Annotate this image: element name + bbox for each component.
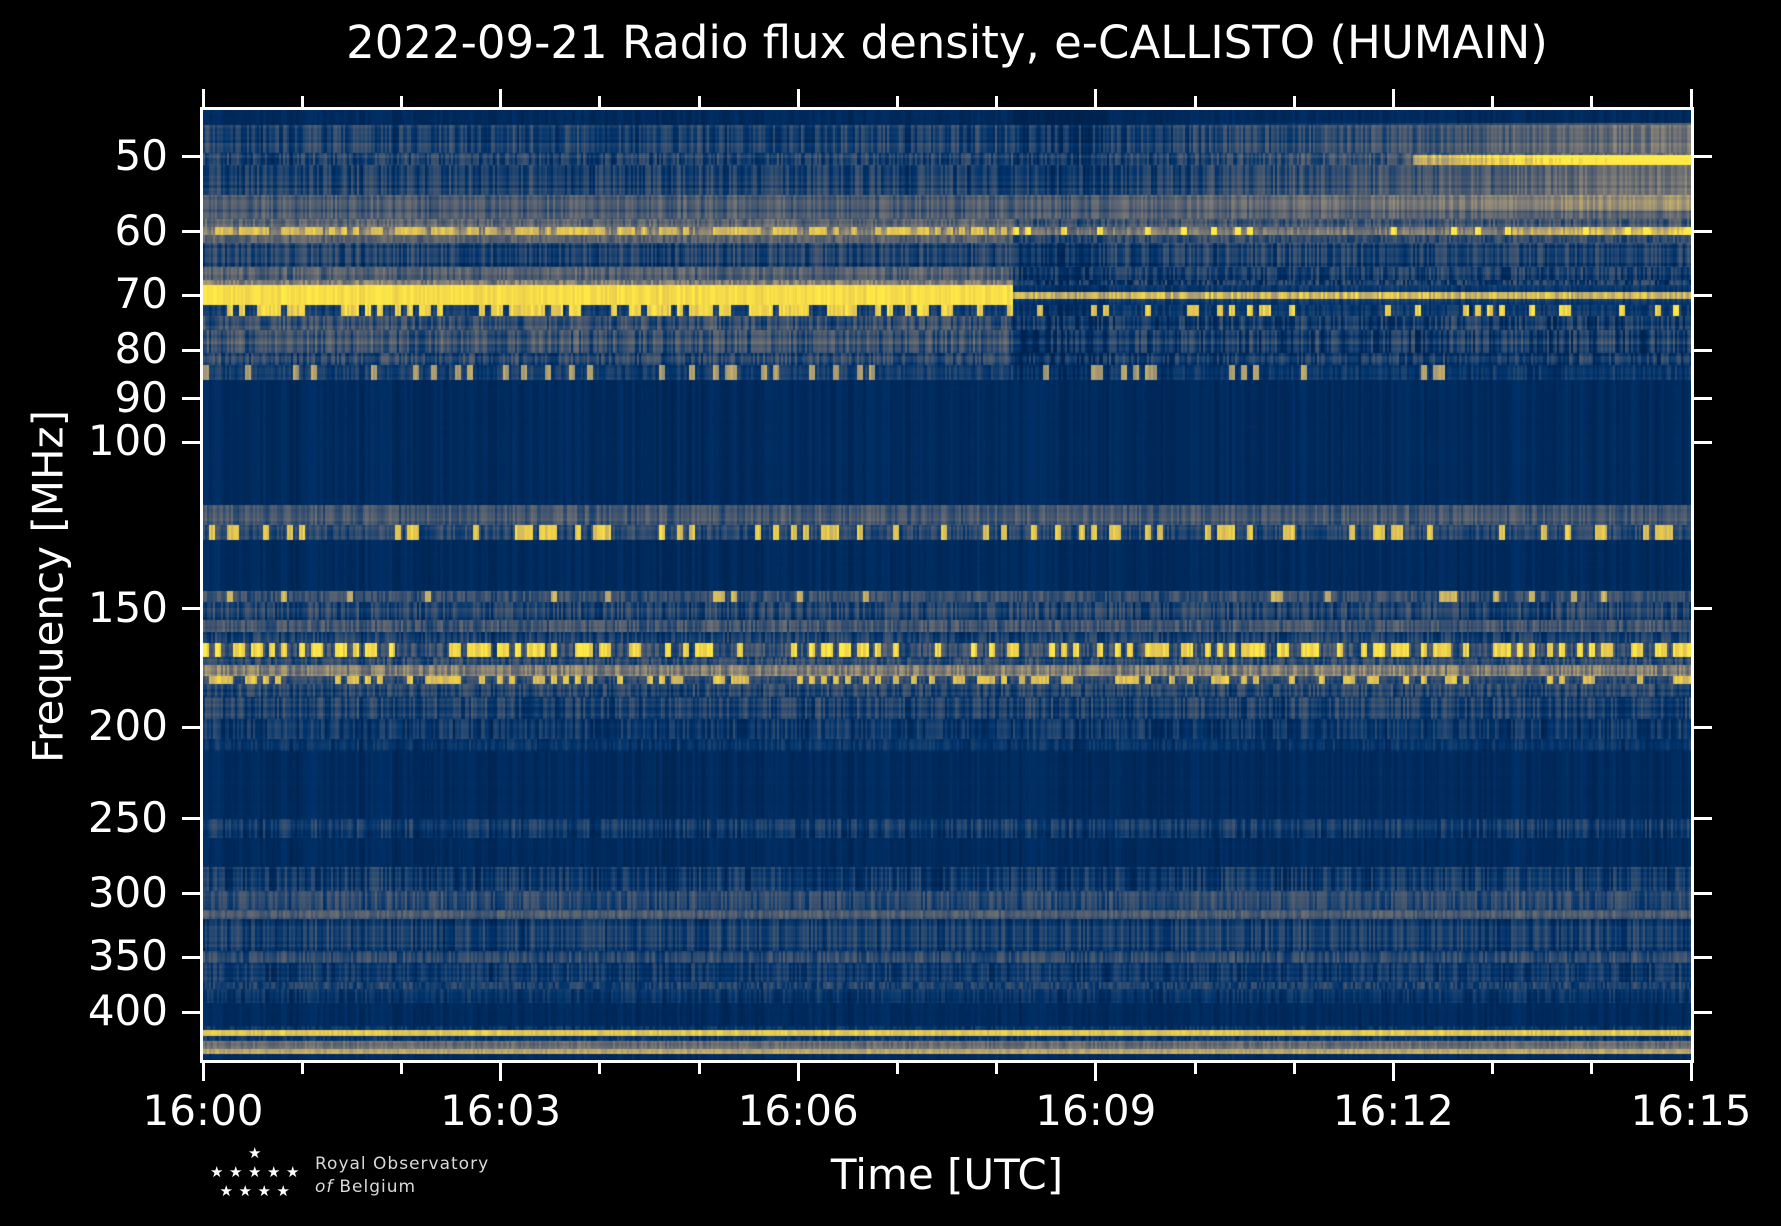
y-tick-mark: [182, 1010, 200, 1014]
x-tick-mark: [201, 1063, 205, 1081]
star-icon: ★: [238, 1182, 252, 1200]
x-axis-label: Time [UTC]: [830, 1150, 1064, 1199]
logo-line2-of: of: [315, 1177, 334, 1197]
y-tick-mark: [182, 155, 200, 159]
star-icon: ★: [257, 1182, 271, 1200]
y-tick-mark: [182, 348, 200, 352]
star-icon: ★: [210, 1163, 224, 1181]
x-tick-mark: [300, 1063, 304, 1074]
x-tick-label: 16:12: [1332, 1086, 1454, 1135]
y-tick-label: 90: [114, 372, 168, 422]
x-tick-label: 16:09: [1035, 1086, 1157, 1135]
x-tick-mark-top: [796, 89, 800, 107]
y-tick-label: 60: [114, 205, 168, 255]
x-tick-mark-top: [1689, 89, 1693, 107]
x-tick-mark: [1094, 1063, 1098, 1081]
x-tick-mark: [1491, 1063, 1495, 1074]
logo-line2-rest: Belgium: [339, 1177, 417, 1197]
y-tick-mark-right: [1694, 725, 1712, 729]
rob-logo: ★ ★ ★ ★ ★ ★ ★ ★ ★ ★ Royal Observatory of Belgium: [200, 1140, 620, 1220]
x-tick-label: 16:00: [142, 1086, 264, 1135]
star-icon: ★: [267, 1163, 281, 1181]
spectrogram-canvas: [203, 110, 1691, 1060]
star-icon: ★: [248, 1144, 262, 1162]
star-icon: ★: [276, 1182, 290, 1200]
y-tick-label: 100: [87, 416, 168, 465]
x-tick-mark: [995, 1063, 999, 1074]
x-tick-mark-top: [399, 96, 403, 107]
y-tick-mark-right: [1694, 817, 1712, 821]
y-tick-label: 400: [87, 986, 168, 1036]
star-icon: ★: [219, 1182, 233, 1200]
x-tick-mark-top: [499, 89, 503, 107]
y-tick-mark: [182, 397, 200, 401]
logo-line2: of Belgium: [315, 1177, 416, 1197]
y-tick-label: 250: [87, 792, 168, 842]
y-tick-mark-right: [1694, 955, 1712, 959]
x-tick-mark-top: [1193, 96, 1197, 107]
star-icon: ★: [248, 1163, 262, 1181]
y-tick-mark-right: [1694, 397, 1712, 401]
y-tick-label: 300: [87, 867, 168, 917]
logo-line1: Royal Observatory: [315, 1154, 490, 1174]
y-tick-mark-right: [1694, 230, 1712, 234]
x-tick-mark-top: [300, 96, 304, 107]
x-tick-mark-top: [201, 89, 205, 107]
x-tick-mark: [895, 1063, 899, 1074]
y-tick-label: 50: [114, 130, 168, 180]
y-tick-mark: [182, 817, 200, 821]
x-tick-mark-top: [1590, 96, 1594, 107]
y-tick-mark-right: [1694, 607, 1712, 611]
y-tick-mark-right: [1694, 892, 1712, 896]
x-tick-mark: [1590, 1063, 1594, 1074]
chart-title: 2022-09-21 Radio flux density, e-CALLIST…: [346, 16, 1548, 69]
y-tick-mark: [182, 955, 200, 959]
x-tick-label: 16:15: [1630, 1086, 1752, 1135]
y-tick-mark: [182, 230, 200, 234]
x-tick-mark-top: [1391, 89, 1395, 107]
y-tick-mark-right: [1694, 1010, 1712, 1014]
y-tick-mark-right: [1694, 348, 1712, 352]
x-tick-label: 16:06: [737, 1086, 859, 1135]
x-tick-mark-top: [1491, 96, 1495, 107]
x-tick-mark-top: [995, 96, 999, 107]
x-tick-mark: [1193, 1063, 1197, 1074]
x-tick-mark-top: [1094, 89, 1098, 107]
y-tick-label: 70: [114, 269, 168, 319]
star-icon: ★: [229, 1163, 243, 1181]
x-tick-mark-top: [895, 96, 899, 107]
y-tick-label: 200: [87, 701, 168, 751]
y-tick-mark: [182, 725, 200, 729]
star-icon: ★: [286, 1163, 300, 1181]
y-tick-label: 350: [87, 931, 168, 981]
x-tick-mark: [399, 1063, 403, 1074]
y-tick-mark: [182, 293, 200, 297]
x-tick-mark: [598, 1063, 602, 1074]
x-tick-mark: [499, 1063, 503, 1081]
y-tick-mark: [182, 892, 200, 896]
x-tick-mark-top: [697, 96, 701, 107]
x-tick-mark: [1391, 1063, 1395, 1081]
y-tick-label: 150: [87, 582, 168, 632]
x-tick-mark-top: [1292, 96, 1296, 107]
x-tick-mark: [697, 1063, 701, 1074]
x-tick-mark-top: [598, 96, 602, 107]
y-tick-mark-right: [1694, 440, 1712, 444]
x-tick-mark: [796, 1063, 800, 1081]
y-tick-mark: [182, 440, 200, 444]
x-tick-label: 16:03: [440, 1086, 562, 1135]
y-tick-label: 80: [114, 324, 168, 374]
x-tick-mark: [1292, 1063, 1296, 1074]
x-tick-mark: [1689, 1063, 1693, 1081]
y-tick-mark-right: [1694, 155, 1712, 159]
y-tick-mark: [182, 607, 200, 611]
y-tick-mark-right: [1694, 293, 1712, 297]
